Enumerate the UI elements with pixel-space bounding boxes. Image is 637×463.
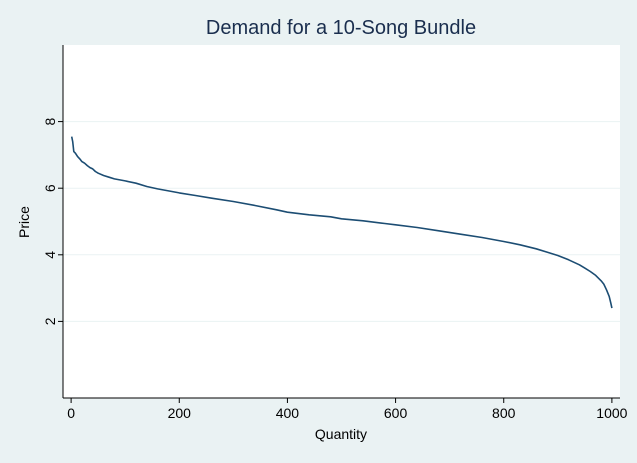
x-tick-label: 800 <box>492 405 516 421</box>
x-tick-label: 0 <box>67 405 75 421</box>
chart-title: Demand for a 10-Song Bundle <box>206 17 476 39</box>
y-tick-label: 4 <box>42 251 58 259</box>
y-tick-label: 2 <box>42 317 58 325</box>
x-tick-label: 200 <box>168 405 192 421</box>
y-tick-label: 6 <box>42 184 58 192</box>
y-axis-title: Price <box>16 206 32 238</box>
demand-curve-line <box>70 136 613 309</box>
x-axis-title: Quantity <box>315 426 367 442</box>
x-tick-label: 400 <box>276 405 300 421</box>
plot-area <box>63 45 620 398</box>
x-tick-label: 1000 <box>596 405 627 421</box>
ticks: 2 4 6 8 0 200 400 600 800 1000 <box>42 117 628 421</box>
x-tick-label: 600 <box>384 405 408 421</box>
y-tick-label: 8 <box>42 117 58 125</box>
